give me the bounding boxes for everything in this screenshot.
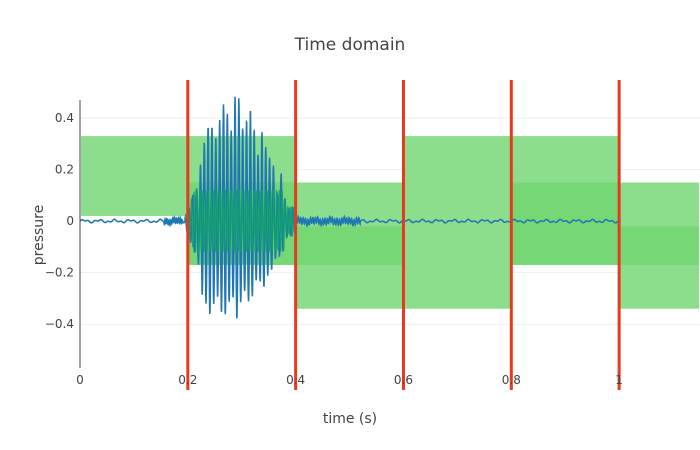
- x-axis-label: time (s): [323, 411, 377, 427]
- x-tick-label: 1: [615, 373, 623, 387]
- region-rect: [81, 136, 187, 216]
- y-tick-label: 0.4: [55, 111, 74, 125]
- x-tick-labels: 0 0.2 0.4 0.6 0.8 1: [76, 373, 623, 387]
- signal-trace: [79, 96, 620, 319]
- x-tick-label: 0.4: [286, 373, 305, 387]
- y-tick-label: −0.2: [45, 266, 74, 280]
- chart-title: Time domain: [294, 35, 406, 55]
- x-tick-label: 0.6: [394, 373, 413, 387]
- y-tick-label: 0: [66, 214, 74, 228]
- y-tick-label: −0.4: [45, 317, 74, 331]
- x-tick-label: 0: [76, 373, 84, 387]
- signal-overlay-line: [182, 188, 297, 254]
- x-tick-label: 0.2: [178, 373, 197, 387]
- region-rect: [512, 182, 619, 265]
- y-tick-labels: 0.4 0.2 0 −0.2 −0.4: [45, 111, 74, 331]
- region-rect: [620, 226, 699, 265]
- x-tick-label: 0.8: [502, 373, 521, 387]
- y-tick-label: 0.2: [55, 163, 74, 177]
- vertical-markers: [186, 80, 621, 390]
- y-axis-label: pressure: [31, 205, 47, 265]
- signal-line: [79, 96, 620, 319]
- region-rect: [296, 226, 403, 265]
